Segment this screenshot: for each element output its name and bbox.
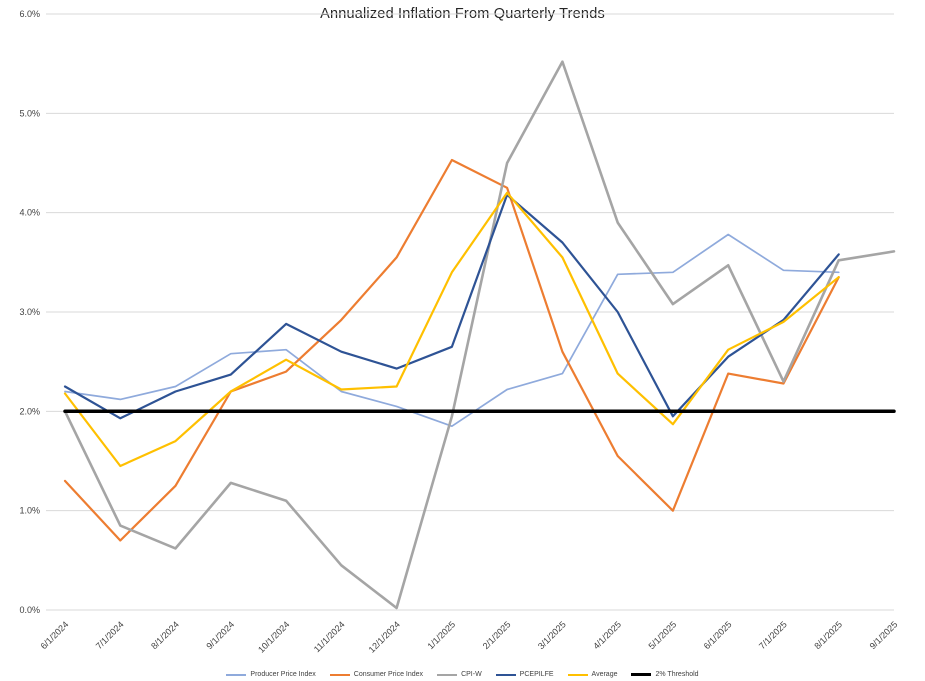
x-axis-tick-label: 7/1/2025 — [757, 619, 789, 651]
legend-swatch-producer-price-index — [226, 673, 247, 676]
y-axis-tick-label: 4.0% — [19, 208, 40, 218]
legend-label-cpi-w: CPI-W — [461, 671, 482, 678]
series-line-cpi-w — [63, 60, 896, 610]
legend-item-pcepilfe: PCEPILFE — [495, 671, 554, 678]
legend-label-2-threshold: 2% Threshold — [655, 671, 699, 678]
x-axis-tick-label: 11/1/2024 — [312, 619, 347, 654]
x-axis-tick-label: 5/1/2025 — [646, 619, 678, 651]
legend-item-producer-price-index: Producer Price Index — [226, 671, 316, 678]
legend-swatch-consumer-price-index — [329, 673, 350, 676]
series-line-pcepilfe — [63, 193, 840, 420]
y-axis-tick-label: 2.0% — [19, 406, 40, 416]
y-axis-tick-label: 1.0% — [19, 506, 40, 516]
x-axis-tick-label: 3/1/2025 — [536, 619, 568, 651]
x-axis-tick-label: 8/1/2024 — [149, 619, 181, 651]
legend-item-2-threshold: 2% Threshold — [631, 671, 699, 678]
x-axis-tick-label: 10/1/2024 — [256, 619, 291, 654]
x-axis-tick-label: 8/1/2025 — [812, 619, 844, 651]
legend-swatch-cpi-w — [437, 673, 458, 676]
series-line-producer-price-index — [64, 233, 840, 428]
legend-label-consumer-price-index: Consumer Price Index — [353, 671, 424, 678]
legend-swatch-average — [567, 673, 588, 676]
y-axis-tick-label: 0.0% — [19, 605, 40, 615]
x-axis-tick-label: 6/1/2024 — [39, 619, 71, 651]
x-axis-tick-label: 9/1/2025 — [868, 619, 900, 651]
x-axis-tick-label: 1/1/2025 — [425, 619, 457, 651]
y-axis-tick-label: 5.0% — [19, 108, 40, 118]
legend-label-average: Average — [591, 671, 618, 678]
legend-swatch-pcepilfe — [495, 673, 516, 676]
legend-item-average: Average — [567, 671, 618, 678]
series-line-average — [63, 191, 840, 468]
x-axis-tick-label: 2/1/2025 — [481, 619, 513, 651]
chart-legend: Producer Price Index Consumer Price Index… — [0, 671, 925, 678]
line-chart-plot-area: 0.0% 1.0% 2.0% 3.0% 4.0% 5.0% 6.0% 6/1/2024 7/1/… — [19, 9, 900, 655]
y-axis-tick-label: 3.0% — [19, 307, 40, 317]
legend-item-cpi-w: CPI-W — [437, 671, 482, 678]
legend-label-pcepilfe: PCEPILFE — [519, 671, 554, 678]
x-axis-tick-label: 6/1/2025 — [702, 619, 734, 651]
series-line-consumer-price-index — [63, 158, 840, 542]
legend-swatch-2-threshold — [631, 673, 652, 676]
x-axis-tick-label: 4/1/2025 — [591, 619, 623, 651]
y-axis-tick-label: 6.0% — [19, 9, 40, 19]
x-axis-tick-label: 12/1/2024 — [367, 619, 402, 654]
x-axis-tick-label: 9/1/2024 — [204, 619, 236, 651]
legend-item-consumer-price-index: Consumer Price Index — [329, 671, 424, 678]
x-axis-tick-label: 7/1/2024 — [94, 619, 126, 651]
legend-label-producer-price-index: Producer Price Index — [250, 671, 316, 678]
